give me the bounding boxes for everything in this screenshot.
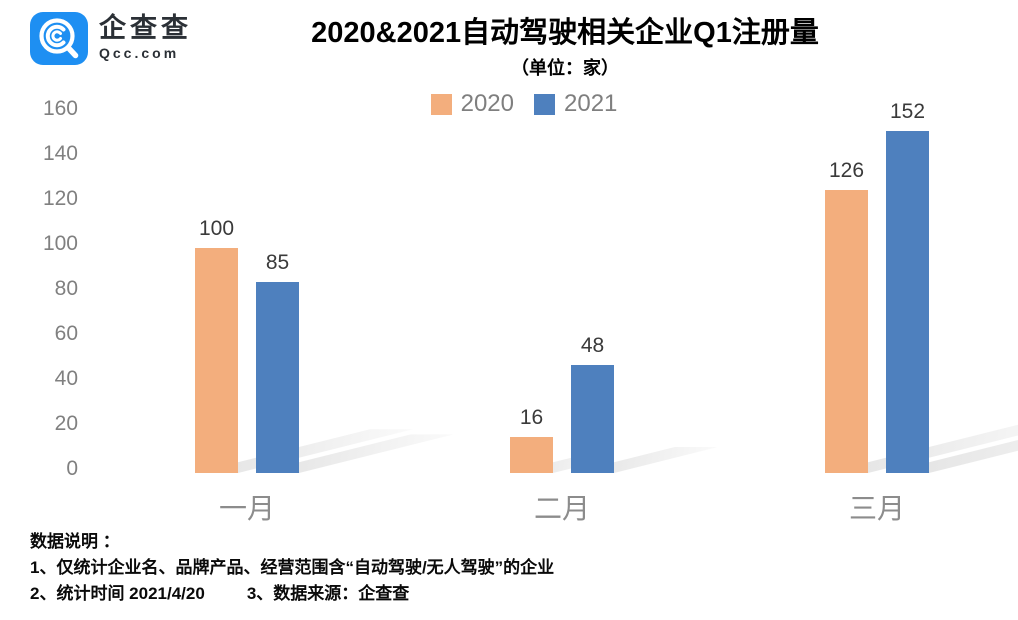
legend-swatch-icon <box>430 93 452 115</box>
y-axis-tick-label: 120 <box>42 187 78 210</box>
y-axis-tick-label: 80 <box>54 277 78 300</box>
y-axis-tick-label: 140 <box>42 142 78 165</box>
x-axis-category-label: 一月 <box>218 493 275 524</box>
bar-value-label: 126 <box>828 158 865 182</box>
bar-value-label: 152 <box>889 100 926 123</box>
y-axis-tick-label: 160 <box>42 97 78 120</box>
bar-2020-三月 <box>825 189 868 473</box>
footnote-heading: 数据说明 ： <box>30 532 120 551</box>
bar-value-label: 85 <box>265 250 290 274</box>
footnote-line2: 2、统计时间 2021/4/20 3、数据来源：企查查 <box>30 581 554 607</box>
qcc-logo-icon <box>30 12 88 65</box>
title-block: 2020&2021自动驾驶相关企业Q1注册量 （单位：家） <box>112 15 1018 80</box>
y-axis-tick-label: 100 <box>42 232 78 255</box>
bar-value-label: 16 <box>519 406 544 429</box>
x-axis-category-label: 二月 <box>533 493 590 524</box>
x-axis-category-label: 三月 <box>848 493 905 524</box>
bar-2021-二月 <box>571 365 614 473</box>
bar-2020-一月 <box>195 248 238 473</box>
legend-swatch-icon <box>534 93 555 115</box>
legend: 2020 2021 <box>30 92 1018 116</box>
brand-domain: Qcc.com <box>99 45 180 61</box>
brand-name: 企查查 <box>99 13 192 43</box>
bar-value-label: 100 <box>198 217 235 240</box>
bar-2021-一月 <box>256 281 299 473</box>
y-axis-tick-label: 40 <box>54 367 78 390</box>
footnotes: 数据说明 ： 1、仅统计企业名、品牌产品、经营范围含“自动驾驶/无人驾驶”的企业… <box>30 529 554 607</box>
bar-2021-三月 <box>886 131 929 473</box>
legend-item-2021: 2021 <box>534 92 617 116</box>
legend-label: 2020 <box>460 90 514 117</box>
brand-text: 企查查 Qcc.com <box>99 12 192 61</box>
legend-label: 2021 <box>564 90 618 117</box>
bar-2020-二月 <box>510 437 553 473</box>
chart-title: 2020&2021自动驾驶相关企业Q1注册量 <box>311 17 819 49</box>
y-axis-tick-label: 60 <box>54 322 78 345</box>
chart-subtitle: （单位：家） <box>511 58 619 78</box>
footnote-line2-right: 3、数据来源：企查查 <box>246 584 410 603</box>
footnote-line2-left: 2、统计时间 2021/4/20 <box>30 584 205 603</box>
y-axis-tick-label: 0 <box>66 457 78 480</box>
legend-item-2020: 2020 <box>430 90 514 117</box>
bar-value-label: 48 <box>580 334 605 357</box>
footnote-line1: 1、仅统计企业名、品牌产品、经营范围含“自动驾驶/无人驾驶”的企业 <box>30 558 555 577</box>
y-axis-tick-label: 20 <box>54 412 78 435</box>
brand-header: 企查查 Qcc.com <box>30 12 192 65</box>
